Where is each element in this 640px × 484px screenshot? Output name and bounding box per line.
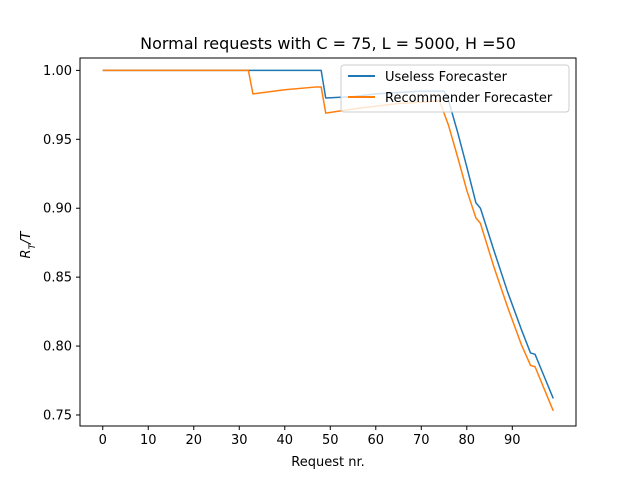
chart-title: Normal requests with C = 75, L = 5000, H… (140, 34, 516, 53)
y-tick-label: 0.80 (43, 340, 72, 355)
x-tick-label: 10 (140, 433, 157, 448)
x-tick-label: 90 (504, 433, 521, 448)
x-tick-label: 70 (413, 433, 430, 448)
x-tick-label: 40 (276, 433, 293, 448)
x-tick-label: 80 (459, 433, 476, 448)
y-axis-label: RT/T (19, 231, 38, 259)
x-tick-label: 30 (231, 433, 248, 448)
plot-area: 0 10 20 30 40 50 60 70 80 90 0.75 0.80 0.85 0.90 0.95 1… (43, 57, 577, 448)
legend-frame (340, 64, 570, 113)
y-tick-label: 1.00 (43, 64, 72, 79)
legend-label-recommender: Recommender Forecaster (385, 91, 553, 106)
plot-frame (79, 57, 577, 427)
x-tick-label: 0 (99, 433, 107, 448)
series-line-recommender-forecaster (102, 69, 554, 412)
legend: Useless Forecaster Recommender Forecaste… (340, 64, 570, 113)
y-tick-label: 0.75 (43, 408, 72, 423)
x-tick-label: 60 (368, 433, 385, 448)
x-tick-label: 20 (185, 433, 202, 448)
legend-label-useless: Useless Forecaster (385, 70, 508, 85)
y-tick-label: 0.85 (43, 271, 72, 286)
x-axis-label: Request nr. (291, 455, 364, 470)
y-tick-label: 0.90 (43, 202, 72, 217)
y-tick-label: 0.95 (43, 133, 72, 148)
x-tick-label: 50 (322, 433, 339, 448)
